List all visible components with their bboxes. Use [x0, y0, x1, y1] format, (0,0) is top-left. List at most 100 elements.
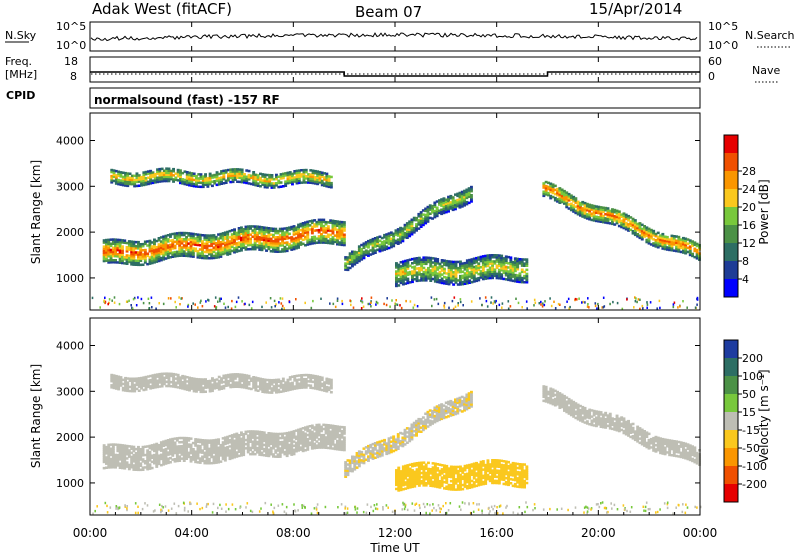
- echo-cell: [385, 247, 389, 251]
- echo-cell: [395, 284, 398, 288]
- echo-cell: [174, 176, 178, 179]
- echo-cell: [135, 379, 139, 382]
- echo-cell: [659, 238, 662, 241]
- echo-cell: [290, 437, 294, 440]
- echo-cell: [286, 177, 290, 181]
- echo-cell: [109, 256, 113, 260]
- echo-cell: [413, 278, 417, 281]
- echo-cell: [142, 376, 146, 379]
- echo-cell: [585, 204, 589, 208]
- echo-cell: [203, 441, 207, 444]
- echo-cell: [336, 220, 339, 223]
- echo-cell: [233, 449, 236, 453]
- echo-cell: [233, 178, 237, 181]
- echo-cell: [342, 432, 346, 435]
- echo-cell: [684, 243, 688, 247]
- echo-cell: [422, 272, 426, 276]
- noise-cell: [658, 299, 661, 303]
- echo-cell: [290, 225, 294, 229]
- echo-cell: [549, 194, 553, 198]
- echo-cell: [659, 244, 662, 248]
- echo-cell: [135, 377, 139, 380]
- noise-cell: [288, 300, 291, 304]
- echo-cell: [206, 185, 210, 188]
- echo-cell: [214, 248, 218, 251]
- echo-cell: [322, 438, 326, 441]
- echo-cell: [203, 455, 207, 459]
- echo-cell: [130, 261, 134, 264]
- echo-cell: [245, 181, 249, 185]
- echo-cell: [204, 382, 207, 385]
- echo-cell: [346, 467, 350, 470]
- echo-cell: [274, 451, 278, 454]
- echo-cell: [295, 169, 299, 173]
- echo-cell: [111, 455, 115, 459]
- echo-cell: [364, 241, 368, 244]
- echo-cell: [214, 235, 218, 239]
- echo-cell: [203, 246, 207, 250]
- echo-cell: [137, 257, 140, 260]
- echo-cell: [240, 228, 243, 231]
- echo-cell: [112, 179, 116, 183]
- echo-cell: [405, 228, 409, 231]
- echo-cell: [272, 434, 275, 438]
- echo-cell: [180, 451, 184, 454]
- noise-cell: [639, 307, 641, 311]
- echo-cell: [253, 247, 257, 251]
- echo-cell: [285, 249, 289, 253]
- echo-cell: [633, 229, 637, 232]
- echo-cell: [155, 459, 159, 462]
- echo-cell: [324, 239, 328, 242]
- echo-cell: [236, 172, 239, 175]
- echo-cell: [223, 235, 227, 238]
- noise-cell: [636, 300, 638, 304]
- echo-cell: [486, 268, 490, 272]
- echo-cell: [691, 244, 694, 247]
- echo-cell: [272, 184, 276, 187]
- echo-cell: [467, 193, 471, 196]
- echo-cell: [117, 180, 121, 184]
- echo-cell: [157, 253, 161, 256]
- echo-cell: [150, 444, 154, 447]
- noise-cell: [597, 302, 599, 306]
- echo-cell: [175, 449, 179, 452]
- echo-cell: [228, 449, 232, 452]
- echo-cell: [329, 382, 333, 386]
- echo-cell: [102, 253, 106, 257]
- echo-cell: [153, 248, 156, 252]
- echo-cell: [470, 189, 473, 193]
- echo-cell: [297, 175, 301, 178]
- echo-cell: [304, 382, 308, 385]
- echo-cell: [281, 442, 284, 446]
- echo-cell: [189, 255, 193, 258]
- echo-cell: [436, 260, 440, 263]
- echo-cell: [155, 256, 159, 259]
- echo-cell: [256, 432, 259, 435]
- echo-cell: [613, 208, 617, 212]
- echo-cell: [281, 434, 284, 438]
- echo-cell: [185, 171, 189, 174]
- echo-cell: [180, 242, 184, 245]
- echo-cell: [285, 231, 289, 234]
- echo-cell: [460, 203, 464, 206]
- echo-cell: [277, 380, 281, 383]
- echo-cell: [360, 459, 364, 462]
- colorbar-swatch: [724, 225, 738, 244]
- echo-cell: [467, 201, 471, 205]
- echo-cell: [481, 271, 485, 275]
- echo-cell: [436, 272, 440, 275]
- echo-cell: [111, 447, 115, 450]
- echo-cell: [125, 258, 129, 261]
- echo-cell: [130, 242, 134, 245]
- echo-cell: [133, 379, 137, 383]
- echo-cell: [301, 445, 305, 449]
- echo-cell: [185, 181, 189, 184]
- echo-cell: [208, 182, 212, 186]
- echo-cell: [245, 386, 249, 390]
- echo-cell: [222, 380, 226, 384]
- echo-cell: [443, 259, 446, 262]
- echo-cell: [110, 373, 114, 377]
- echo-cell: [395, 280, 398, 284]
- echo-cell: [413, 265, 417, 269]
- echo-cell: [309, 169, 313, 172]
